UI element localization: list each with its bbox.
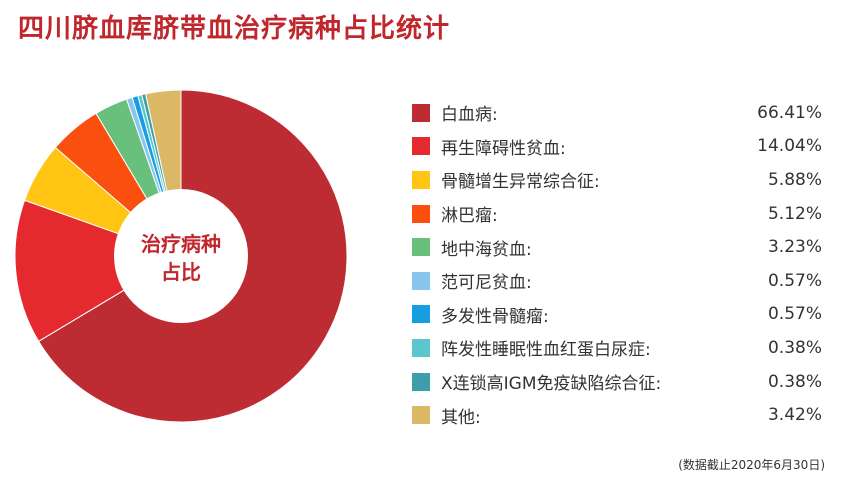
legend-value: 3.42% xyxy=(767,405,822,426)
pie-slice xyxy=(14,199,183,342)
data-cutoff-note: (数据截止2020年6月30日) xyxy=(678,458,825,472)
legend-swatch xyxy=(412,238,430,257)
legend-swatch xyxy=(412,271,430,290)
legend-item: 多发性骨髓瘤: 0.57% xyxy=(412,298,832,332)
legend-label: X连锁高IGM免疫缺陷综合征: xyxy=(441,374,662,395)
legend-value: 3.23% xyxy=(767,237,822,258)
legend-item: 其他: 3.42% xyxy=(412,398,832,432)
legend-value: 5.88% xyxy=(767,169,822,190)
legend-value: 0.38% xyxy=(767,371,822,392)
legend-item: 骨髓增生异常综合征: 5.88% xyxy=(412,163,832,197)
center-label-line-1: 治疗病种 xyxy=(141,232,221,256)
legend-label: 骨髓增生异常综合征: xyxy=(441,172,600,193)
center-label: 治疗病种 占比 xyxy=(141,232,221,284)
legend-item: 地中海贫血: 3.23% xyxy=(412,230,832,264)
legend-swatch xyxy=(412,170,430,189)
chart-title: 四川脐血库脐带血治疗病种占比统计 xyxy=(18,14,451,44)
legend-label: 其他: xyxy=(441,407,481,428)
legend-item: 淋巴瘤: 5.12% xyxy=(412,197,832,231)
legend-value: 5.12% xyxy=(767,203,822,224)
legend-swatch xyxy=(412,103,430,122)
legend-swatch xyxy=(412,204,430,223)
center-label-line-2: 占比 xyxy=(161,260,201,284)
legend-swatch xyxy=(412,338,430,357)
legend-label: 阵发性睡眠性血红蛋白尿症: xyxy=(441,340,651,361)
legend-item: 阵发性睡眠性血红蛋白尿症: 0.38% xyxy=(412,331,832,365)
legend-label: 再生障碍性贫血: xyxy=(441,138,566,159)
legend-item: 白血病: 66.41% xyxy=(412,96,832,130)
legend-item: 范可尼贫血: 0.57% xyxy=(412,264,832,298)
legend-label: 白血病: xyxy=(441,105,498,126)
legend-swatch xyxy=(412,372,430,391)
legend-item: 再生障碍性贫血: 14.04% xyxy=(412,130,832,164)
legend-label: 地中海贫血: xyxy=(441,239,532,260)
donut-hole xyxy=(114,189,248,323)
legend-label: 范可尼贫血: xyxy=(441,273,532,294)
legend-label: 多发性骨髓瘤: xyxy=(441,306,549,327)
legend-value: 66.41% xyxy=(757,102,822,123)
legend-value: 14.04% xyxy=(757,136,822,157)
legend-swatch xyxy=(412,137,430,156)
legend-swatch xyxy=(412,305,430,324)
legend-label: 淋巴瘤: xyxy=(441,206,498,227)
donut-chart: 治疗病种 占比 xyxy=(14,89,348,423)
legend-value: 0.57% xyxy=(767,270,822,291)
legend-value: 0.38% xyxy=(767,337,822,358)
legend-item: X连锁高IGM免疫缺陷综合征: 0.38% xyxy=(412,365,832,399)
legend-swatch xyxy=(412,406,430,425)
legend-value: 0.57% xyxy=(767,304,822,325)
legend: 白血病: 66.41% 再生障碍性贫血: 14.04% 骨髓增生异常综合征: 5.88% 淋… xyxy=(412,96,832,432)
